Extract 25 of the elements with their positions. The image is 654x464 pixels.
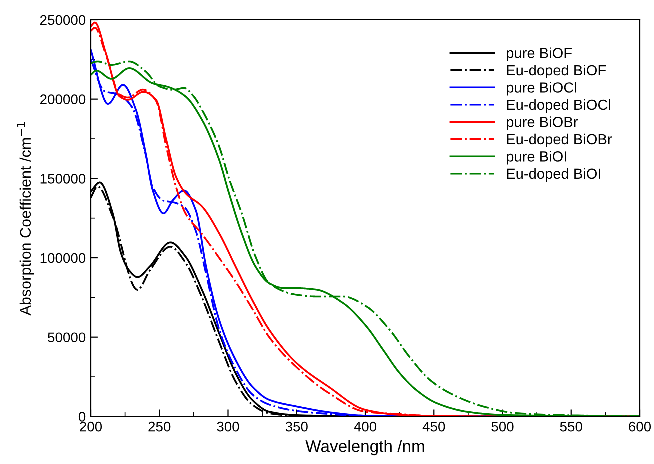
y-tick-label: 200000 (40, 94, 86, 105)
x-tick-label: 400 (354, 422, 377, 432)
x-tick-label: 300 (217, 422, 240, 432)
x-tick-label: 200 (80, 422, 102, 432)
x-tick-label: 450 (422, 422, 446, 432)
x-tick-label: 550 (560, 422, 582, 432)
x-tick-label: 250 (148, 422, 171, 432)
y-tick-label: 0 (78, 412, 86, 422)
y-tick-label: 250000 (40, 15, 86, 26)
y-tick-label: 50000 (48, 332, 86, 343)
legend-label: Eu-doped BiOBr (507, 134, 612, 148)
legend-label: pure BiOI (507, 151, 566, 165)
legend-label: Eu-doped BiOCl (507, 99, 611, 114)
y-axis-title: Absorption Coefficient /cm$^{−1}$ (17, 122, 34, 316)
legend-label: pure BiOBr (507, 116, 578, 130)
legend-label: Eu-doped BiOF (507, 64, 606, 79)
y-tick-label: 100000 (40, 253, 86, 264)
x-tick-label: 350 (286, 422, 308, 432)
x-tick-label: 600 (629, 422, 652, 432)
legend-label: pure BiOF (507, 48, 572, 62)
legend-label: Eu-doped BiOI (507, 168, 600, 182)
x-tick-label: 500 (492, 422, 514, 432)
x-axis-title: Wavelength /nm (306, 440, 424, 456)
y-tick-label: 150000 (40, 174, 86, 184)
legend-label: pure BiOCl (507, 82, 576, 96)
